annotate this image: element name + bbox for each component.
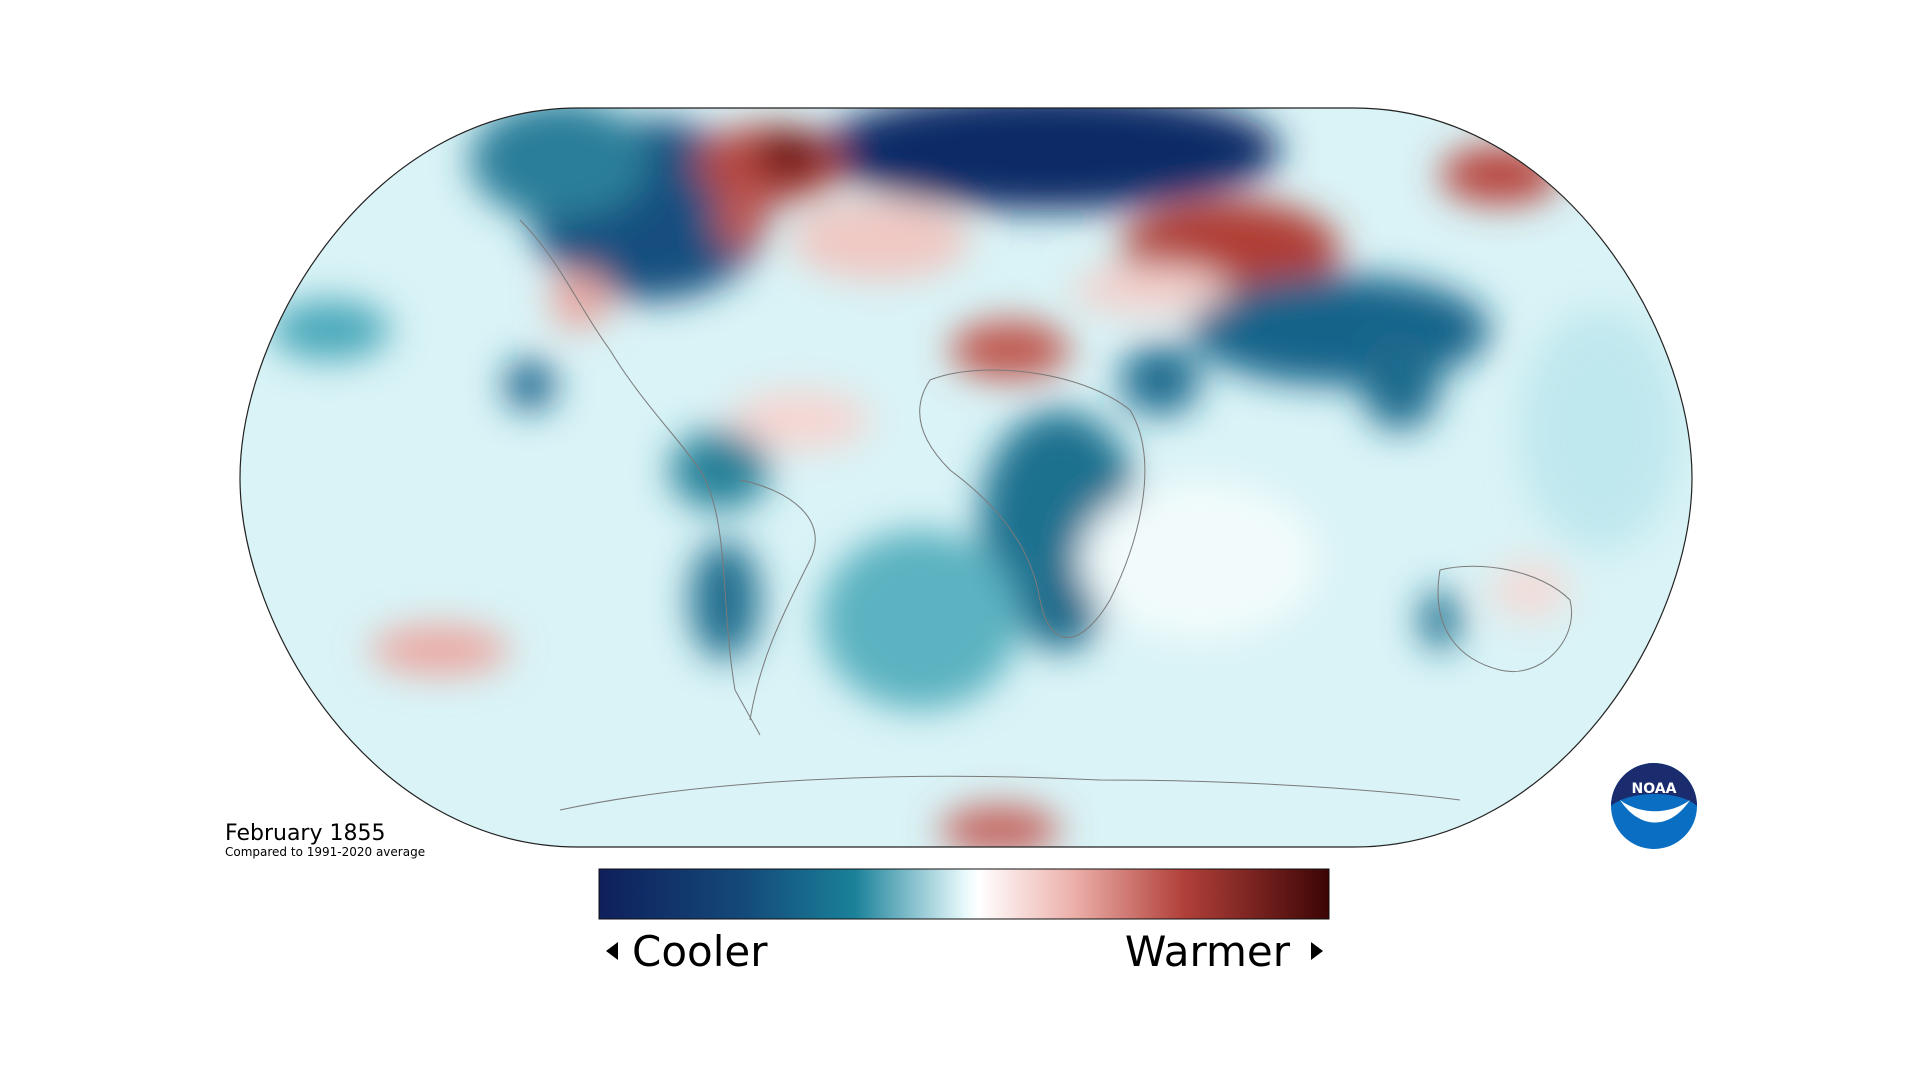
logo-text: NOAA bbox=[1632, 781, 1677, 797]
left-arrow bbox=[606, 942, 618, 960]
anomaly-map bbox=[240, 108, 1692, 847]
legend-high-label: Warmer bbox=[1125, 927, 1291, 976]
coastlines bbox=[519, 219, 1572, 811]
legend-low-label: Cooler bbox=[632, 927, 768, 976]
right-arrow bbox=[1311, 942, 1323, 960]
map-subtitle: Compared to 1991-2020 average bbox=[225, 845, 425, 859]
noaa-logo: NOAA bbox=[1611, 763, 1697, 849]
map-title: February 1855 bbox=[225, 821, 385, 846]
color-scale bbox=[598, 868, 1330, 920]
map-outline bbox=[239, 107, 1693, 848]
